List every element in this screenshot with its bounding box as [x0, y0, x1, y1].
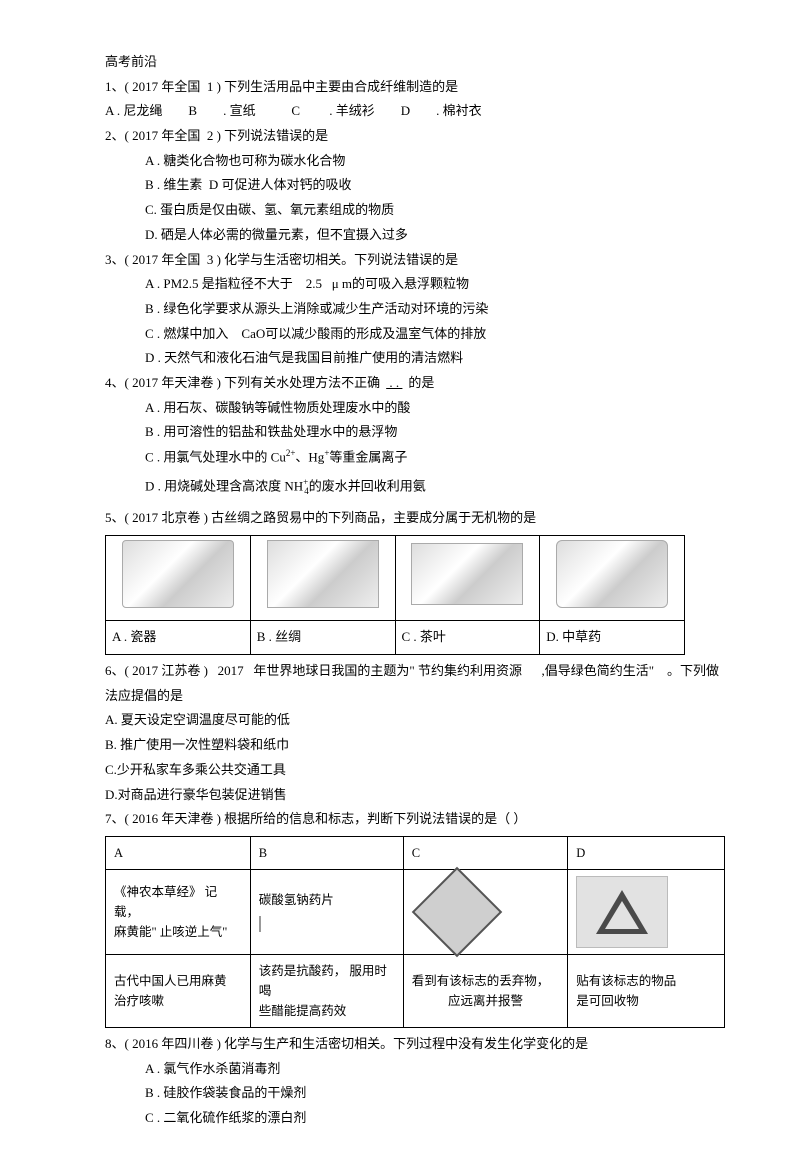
q7-head-b: B [250, 836, 403, 869]
q3-b: B . 绿色化学要求从源头上消除或减少生产活动对环境的污染 [105, 297, 730, 322]
q7-r2-c2: 应远离并报警 [412, 991, 560, 1011]
q7-row1: 《神农本草经》 记载， 麻黄能" 止咳逆上气" 碳酸氢钠药片 [106, 869, 725, 954]
q7-table: A B C D 《神农本草经》 记载， 麻黄能" 止咳逆上气" 碳酸氢钠药片 [105, 836, 725, 1028]
q4-stem: 4、( 2017 年天津卷 ) 下列有关水处理方法不正确 . . 的是 [105, 371, 730, 396]
q8-b: B . 硅胶作袋装食品的干燥剂 [105, 1081, 730, 1106]
q5-label-d: D. 中草药 [540, 621, 685, 655]
q6-c: C.少开私家车多乘公共交通工具 [105, 758, 730, 783]
q7-stem: 7、( 2016 年天津卷 ) 根据所给的信息和标志，判断下列说法错误的是（ ） [105, 807, 730, 832]
q7-r1-d [568, 869, 725, 954]
q4-stem-a: 4、( 2017 年天津卷 ) 下列有关水处理方法不正确 [105, 375, 380, 390]
q5-img-b [250, 535, 395, 621]
exam-page: 高考前沿 1、( 2017 年全国 1 ) 下列生活用品中主要由合成纤维制造的是… [0, 0, 800, 1171]
q3-d: D . 天然气和液化石油气是我国目前推广使用的清洁燃料 [105, 346, 730, 371]
q7-r1-a: 《神农本草经》 记载， 麻黄能" 止咳逆上气" [106, 869, 251, 954]
q1-stem: 1、( 2017 年全国 1 ) 下列生活用品中主要由合成纤维制造的是 [105, 75, 730, 100]
q7-r2-a: 古代中国人已用麻黄 治疗咳嗽 [106, 954, 251, 1027]
q7-r1-a1: 《神农本草经》 记载， [114, 882, 242, 922]
q7-head-c: C [403, 836, 568, 869]
q8-stem: 8、( 2016 年四川卷 ) 化学与生产和生活密切相关。下列过程中没有发生化学… [105, 1032, 730, 1057]
q7-r2-d: 贴有该标志的物品 是可回收物 [568, 954, 725, 1027]
q2-stem: 2、( 2017 年全国 2 ) 下列说法错误的是 [105, 124, 730, 149]
q7-r2-b2: 些醋能提高药效 [259, 1001, 395, 1021]
q7-r1-c [403, 869, 568, 954]
q7-r2-d2: 是可回收物 [576, 991, 716, 1011]
q4-underline: . . [380, 375, 408, 390]
q6-a: A. 夏天设定空调温度尽可能的低 [105, 708, 730, 733]
q5-label-b: B . 丝绸 [250, 621, 395, 655]
q7-r2-a1: 古代中国人已用麻黄 [114, 971, 242, 991]
q4-d: D . 用烧碱处理含高浓度 NH+4的废水并回收利用氨 [105, 474, 730, 500]
q5-img-a [106, 535, 251, 621]
pill-image [259, 916, 261, 932]
q6-b: B. 推广使用一次性塑料袋和纸巾 [105, 733, 730, 758]
q5-img-d [540, 535, 685, 621]
q7-r2-c: 看到有该标志的丢弃物， 应远离并报警 [403, 954, 568, 1027]
q6-l2: 法应提倡的是 [105, 684, 730, 709]
q4-c1: C . 用氯气处理水中的 Cu [145, 449, 286, 464]
q5-table: A . 瓷器 B . 丝绸 C . 茶叶 D. 中草药 [105, 535, 685, 655]
silk-image [267, 540, 379, 608]
page-header: 高考前沿 [105, 50, 730, 75]
q6-d: D.对商品进行豪华包装促进销售 [105, 783, 730, 808]
q7-r2-d1: 贴有该标志的物品 [576, 971, 716, 991]
q5-img-c [395, 535, 540, 621]
q4-c2: 、Hg [295, 449, 324, 464]
herb-image [556, 540, 668, 608]
q7-r1-b: 碳酸氢钠药片 [250, 869, 403, 954]
porcelain-image [122, 540, 234, 608]
recycle-icon-wrap [576, 876, 668, 948]
q5-label-row: A . 瓷器 B . 丝绸 C . 茶叶 D. 中草药 [106, 621, 685, 655]
q2-b: B . 维生素 D 可促进人体对钙的吸收 [105, 173, 730, 198]
radiation-icon-wrap [412, 877, 502, 947]
q4-c3: 等重金属离子 [329, 449, 407, 464]
q4-d1: D . 用烧碱处理含高浓度 NH [145, 478, 303, 493]
q8-c: C . 二氧化硫作纸浆的漂白剂 [105, 1106, 730, 1131]
q7-r2-a2: 治疗咳嗽 [114, 991, 242, 1011]
q7-r1-a2: 麻黄能" 止咳逆上气" [114, 922, 242, 942]
q6-l1: 6、( 2017 江苏卷 ) 2017 年世界地球日我国的主题为" 节约集约利用… [105, 659, 730, 684]
radiation-icon [411, 867, 502, 958]
q2-a: A . 糖类化合物也可称为碳水化合物 [105, 149, 730, 174]
q5-label-c: C . 茶叶 [395, 621, 540, 655]
q4-sup-cu: 2+ [286, 448, 296, 458]
q7-row2: 古代中国人已用麻黄 治疗咳嗽 该药是抗酸药， 服用时喝 些醋能提高药效 看到有该… [106, 954, 725, 1027]
q7-head-a: A [106, 836, 251, 869]
q2-c: C. 蛋白质是仅由碳、氢、氧元素组成的物质 [105, 198, 730, 223]
q1-options: A . 尼龙绳 B . 宣纸 C . 羊绒衫 D . 棉衬衣 [105, 99, 730, 124]
q5-img-row [106, 535, 685, 621]
q4-stem-b: 的是 [408, 375, 434, 390]
recycle-icon [596, 890, 648, 934]
q5-stem: 5、( 2017 北京卷 ) 古丝绸之路贸易中的下列商品，主要成分属于无机物的是 [105, 506, 730, 531]
q7-r2-c1: 看到有该标志的丢弃物， [412, 971, 560, 991]
q7-r1-b-text: 碳酸氢钠药片 [259, 890, 395, 910]
q3-stem: 3、( 2017 年全国 3 ) 化学与生活密切相关。下列说法错误的是 [105, 248, 730, 273]
q7-r2-b1: 该药是抗酸药， 服用时喝 [259, 961, 395, 1001]
q4-a: A . 用石灰、碳酸钠等碱性物质处理废水中的酸 [105, 396, 730, 421]
q7-r2-b: 该药是抗酸药， 服用时喝 些醋能提高药效 [250, 954, 403, 1027]
q8-a: A . 氯气作水杀菌消毒剂 [105, 1057, 730, 1082]
q7-head-row: A B C D [106, 836, 725, 869]
q3-a: A . PM2.5 是指粒径不大于 2.5 μ m的可吸入悬浮颗粒物 [105, 272, 730, 297]
q4-b: B . 用可溶性的铝盐和铁盐处理水中的悬浮物 [105, 420, 730, 445]
q2-d: D. 硒是人体必需的微量元素，但不宜摄入过多 [105, 223, 730, 248]
q4-c: C . 用氯气处理水中的 Cu2+、Hg+等重金属离子 [105, 445, 730, 470]
tea-image [411, 543, 523, 605]
q7-head-d: D [568, 836, 725, 869]
q3-c: C . 燃煤中加入 CaO可以减少酸雨的形成及温室气体的排放 [105, 322, 730, 347]
q4-d2: 的废水并回收利用氨 [309, 478, 426, 493]
q5-label-a: A . 瓷器 [106, 621, 251, 655]
